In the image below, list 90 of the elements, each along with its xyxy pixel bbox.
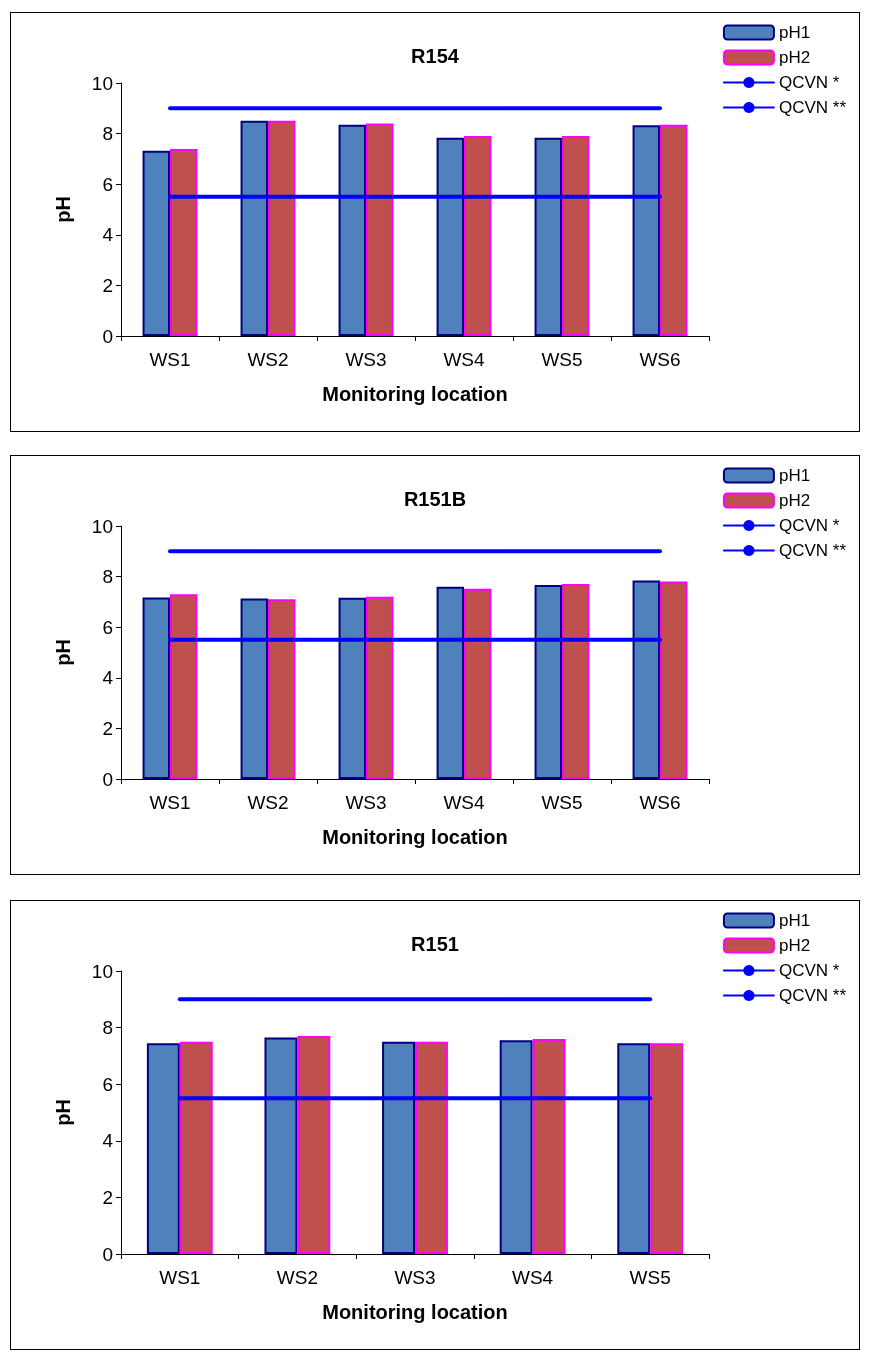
x-tick-label: WS5 — [629, 1267, 671, 1288]
y-axis-title: pH — [52, 1099, 74, 1126]
bar — [436, 137, 464, 336]
bar — [660, 581, 688, 779]
x-tick-label: WS1 — [149, 349, 191, 370]
y-tick-label: 6 — [102, 616, 113, 638]
bar — [170, 594, 198, 779]
legend-label: QCVN ** — [778, 541, 847, 560]
legend-label: QCVN ** — [778, 986, 847, 1005]
y-tick-label: 6 — [102, 173, 113, 195]
x-tick-label: WS2 — [276, 1267, 318, 1288]
x-tick-label: WS4 — [443, 349, 486, 370]
chart-title: R154 — [411, 45, 460, 67]
y-tick-label: 2 — [102, 1186, 113, 1208]
bar — [534, 584, 562, 779]
x-axis-title: Monitoring location — [322, 383, 508, 405]
y-tick-label: 10 — [91, 72, 113, 94]
y-tick-label: 4 — [102, 1130, 114, 1152]
bar — [382, 1041, 415, 1254]
y-axis-title: pH — [52, 196, 74, 223]
x-tick-label: WS2 — [247, 792, 289, 813]
x-axis-title: Monitoring location — [322, 1301, 508, 1323]
x-tick-label: WS6 — [639, 792, 681, 813]
legend-label: pH2 — [778, 936, 811, 955]
x-tick-label: WS1 — [159, 1267, 201, 1288]
y-tick-label: 8 — [102, 566, 113, 588]
y-tick-label: 6 — [102, 1073, 113, 1095]
y-tick-label: 2 — [102, 717, 113, 739]
bar — [650, 1043, 684, 1254]
legend-label: pH2 — [778, 48, 811, 67]
y-tick-label: 0 — [102, 768, 113, 790]
bar — [632, 125, 660, 336]
x-tick-label: WS3 — [345, 792, 387, 813]
x-tick-label: WS5 — [541, 349, 583, 370]
y-tick-label: 4 — [102, 667, 114, 689]
bar — [464, 588, 492, 779]
chart-title: R151 — [411, 933, 459, 955]
x-tick-label: WS3 — [394, 1267, 436, 1288]
x-tick-label: WS5 — [541, 792, 583, 813]
legend-label: QCVN * — [778, 516, 840, 535]
bar — [170, 149, 198, 336]
bar — [415, 1041, 448, 1254]
bar — [532, 1038, 566, 1254]
legend-label: pH1 — [778, 911, 811, 930]
bar — [264, 1037, 298, 1254]
x-tick-label: WS6 — [639, 349, 681, 370]
bar — [268, 599, 296, 779]
y-tick-label: 0 — [102, 325, 113, 347]
bar — [297, 1036, 331, 1254]
y-axis-title: pH — [52, 639, 74, 666]
bar — [179, 1041, 213, 1254]
bar — [240, 598, 268, 779]
bar — [142, 150, 170, 336]
legend-label: pH1 — [778, 23, 811, 42]
bar — [146, 1043, 180, 1254]
legend-label: QCVN * — [778, 961, 840, 980]
y-tick-label: 4 — [102, 224, 114, 246]
legend-label: QCVN * — [778, 73, 840, 92]
y-tick-label: 8 — [102, 123, 113, 145]
bar — [562, 583, 590, 779]
x-tick-label: WS4 — [443, 792, 486, 813]
bar — [562, 135, 590, 336]
x-tick-label: WS3 — [345, 349, 387, 370]
bar — [660, 124, 688, 336]
legend-label: QCVN ** — [778, 98, 847, 117]
x-axis-title: Monitoring location — [322, 826, 508, 848]
y-tick-label: 2 — [102, 274, 113, 296]
bar — [240, 120, 268, 336]
x-tick-label: WS4 — [512, 1267, 554, 1288]
y-tick-label: 0 — [102, 1243, 113, 1265]
bar — [268, 120, 296, 336]
bar — [338, 597, 366, 779]
y-tick-label: 8 — [102, 1017, 113, 1039]
legend-label: pH2 — [778, 491, 811, 510]
chart-title: R151B — [403, 488, 467, 510]
bar — [338, 124, 366, 336]
y-tick-label: 10 — [91, 960, 113, 982]
legend-label: pH1 — [778, 466, 811, 485]
bar — [436, 586, 464, 779]
x-tick-label: WS2 — [247, 349, 289, 370]
bar — [617, 1043, 651, 1254]
bar — [142, 597, 170, 779]
x-tick-label: WS1 — [149, 792, 191, 813]
bar — [464, 135, 492, 336]
y-tick-label: 10 — [91, 515, 113, 537]
bar — [366, 123, 394, 336]
bar — [534, 137, 562, 336]
bar — [499, 1040, 533, 1254]
bar — [366, 596, 394, 779]
bar — [632, 580, 660, 779]
